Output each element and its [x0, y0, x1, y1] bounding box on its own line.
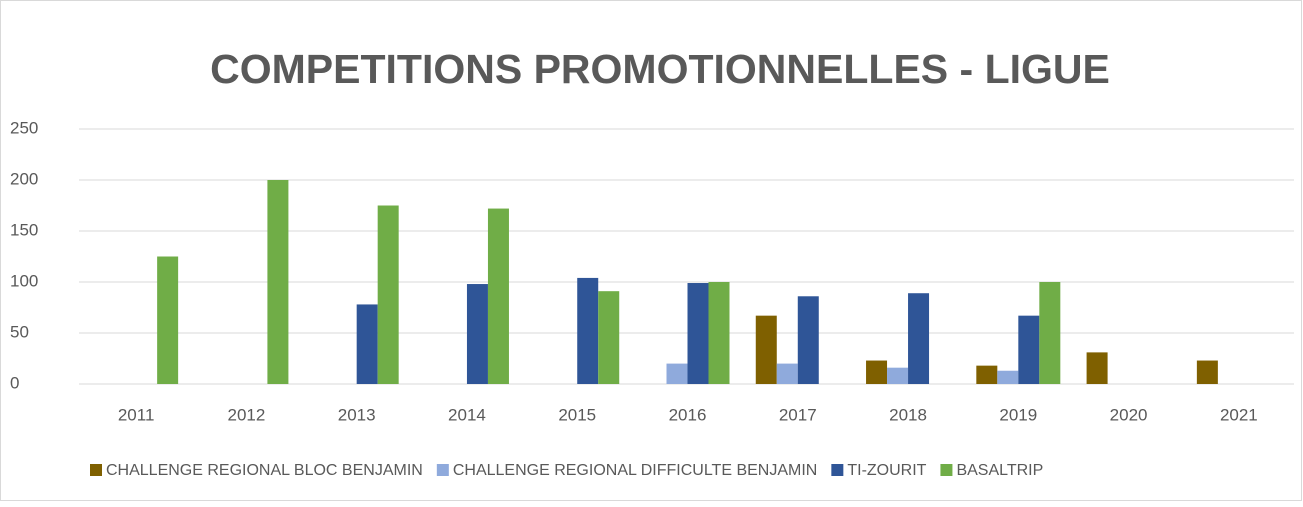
legend-label: CHALLENGE REGIONAL BLOC BENJAMIN: [106, 462, 423, 479]
bar: [976, 365, 998, 384]
bar: [776, 363, 798, 384]
bar: [157, 256, 179, 384]
bar: [997, 370, 1019, 384]
bar: [687, 283, 709, 384]
legend-swatch: [436, 464, 449, 476]
bar: [887, 367, 909, 384]
bar: [866, 360, 888, 384]
x-tick-label: 2020: [1110, 405, 1148, 424]
legend-swatch: [90, 464, 102, 476]
bar: [356, 304, 378, 384]
x-tick-label: 2016: [669, 405, 707, 424]
legend-swatch: [831, 464, 844, 476]
x-tick-label: 2021: [1220, 405, 1258, 424]
bar: [377, 205, 399, 384]
y-tick-label: 250: [10, 118, 38, 137]
y-tick-label: 100: [10, 271, 38, 290]
y-tick-label: 50: [10, 322, 29, 341]
bar: [1018, 315, 1040, 384]
x-tick-label: 2015: [558, 405, 596, 424]
bar: [577, 277, 599, 384]
y-tick-label: 150: [10, 220, 38, 239]
x-tick-label: 2013: [338, 405, 376, 424]
bar: [1039, 282, 1061, 384]
bar: [708, 282, 730, 384]
bar: [666, 363, 688, 384]
y-tick-label: 200: [10, 169, 38, 188]
bar: [755, 315, 777, 384]
bar: [466, 284, 488, 384]
legend-label: BASALTRIP: [956, 462, 1043, 479]
bar: [797, 296, 819, 384]
x-tick-label: 2018: [889, 405, 927, 424]
legend-label: CHALLENGE REGIONAL DIFFICULTE BENJAMIN: [453, 462, 818, 479]
x-tick-label: 2014: [448, 405, 486, 424]
x-tick-label: 2012: [227, 405, 265, 424]
x-tick-label: 2019: [999, 405, 1037, 424]
legend-swatch: [940, 464, 953, 476]
y-tick-label: 0: [10, 373, 19, 392]
chart-title: COMPETITIONS PROMOTIONNELLES - LIGUE: [210, 46, 1110, 92]
bar: [267, 180, 289, 384]
bar: [487, 208, 509, 384]
bar: [598, 291, 620, 384]
bar: [908, 293, 930, 384]
bar: [1196, 360, 1218, 384]
x-tick-label: 2011: [118, 405, 155, 424]
x-tick-label: 2017: [779, 405, 817, 424]
bar: [1086, 352, 1108, 384]
legend-label: TI-ZOURIT: [847, 462, 926, 479]
